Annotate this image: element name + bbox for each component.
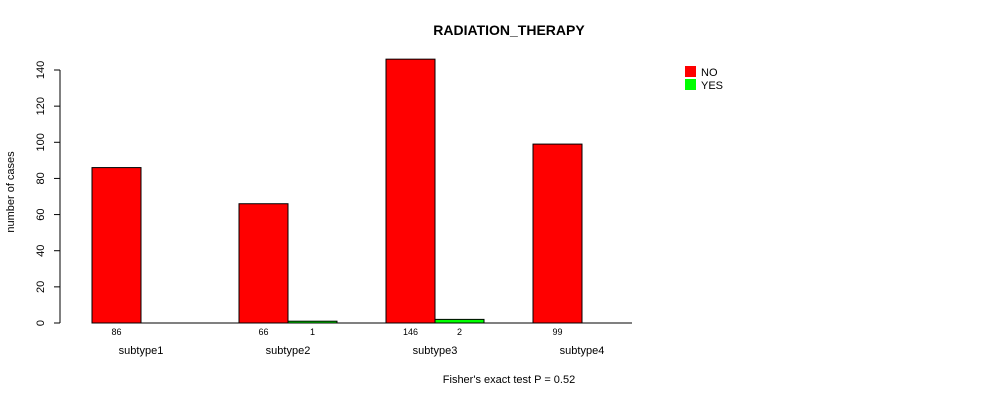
legend-label-yes: YES (701, 80, 723, 92)
chart-title: RADIATION_THERAPY (433, 22, 585, 38)
y-tick-label: 100 (35, 133, 47, 151)
bar-no (238, 203, 289, 324)
category-label: subtype1 (119, 345, 164, 357)
y-tick-label: 40 (35, 245, 47, 257)
legend-label-no: NO (701, 67, 718, 79)
bar-yes (434, 318, 485, 324)
bars (91, 58, 583, 324)
data-label: 2 (457, 327, 462, 337)
category-label: subtype3 (413, 345, 458, 357)
bar-no (532, 143, 583, 324)
data-label: 86 (111, 327, 121, 337)
legend-swatch-yes (685, 79, 696, 90)
data-label: 66 (258, 327, 268, 337)
category-label: subtype2 (266, 345, 311, 357)
fisher-test-footnote: Fisher's exact test P = 0.52 (443, 374, 575, 386)
bar-yes (287, 320, 338, 324)
data-label: 146 (403, 327, 418, 337)
y-ticks: 0 20 40 60 80 100 120 140 (35, 61, 60, 326)
y-tick-label: 0 (35, 320, 47, 326)
y-tick-label: 20 (35, 281, 47, 293)
legend-swatch-no (685, 66, 696, 77)
category-label: subtype4 (560, 345, 605, 357)
data-label: 1 (310, 327, 315, 337)
y-tick-label: 140 (35, 61, 47, 79)
category-labels: subtype1 subtype2 subtype3 subtype4 (119, 345, 605, 357)
data-labels: 86 66 1 146 2 99 (111, 327, 562, 337)
bar-no (91, 167, 142, 324)
bar-no (385, 58, 436, 324)
data-label: 99 (552, 327, 562, 337)
y-tick-label: 80 (35, 172, 47, 184)
y-tick-label: 60 (35, 208, 47, 220)
y-tick-label: 120 (35, 97, 47, 115)
y-axis-label: number of cases (5, 151, 17, 233)
